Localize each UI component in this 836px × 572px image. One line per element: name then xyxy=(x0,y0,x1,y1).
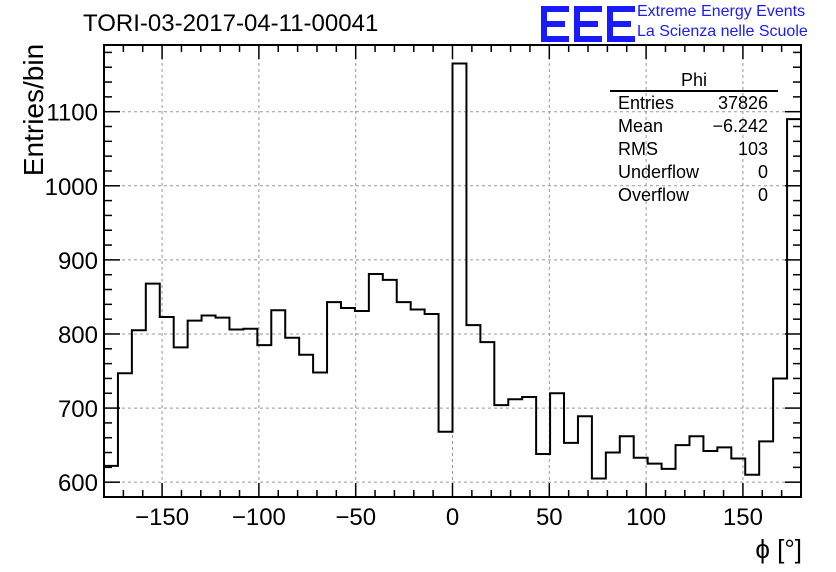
stats-row: Mean −6.242 xyxy=(610,115,778,138)
eee-logo-mark xyxy=(541,6,635,42)
histogram-bin xyxy=(216,318,230,497)
histogram-bin xyxy=(550,393,564,497)
x-tick-label: 100 xyxy=(626,504,666,531)
histogram-bin xyxy=(564,443,578,497)
histogram-bin xyxy=(536,454,550,497)
histogram-bin xyxy=(703,451,717,497)
x-tick-label: −100 xyxy=(232,504,286,531)
logo-line-2: La Scienza nelle Scuole xyxy=(637,23,808,40)
eee-logo xyxy=(541,6,635,42)
histogram-bin xyxy=(717,447,731,497)
histogram-bin xyxy=(118,373,132,497)
histogram-bin xyxy=(425,314,439,497)
histogram-bin xyxy=(313,373,327,497)
y-axis-label: Entries/bin xyxy=(18,43,49,177)
stats-value: −6.242 xyxy=(712,116,768,136)
histogram-bin xyxy=(662,469,676,497)
stats-row: Overflow 0 xyxy=(610,184,778,207)
y-tick-label: 1100 xyxy=(46,100,98,127)
x-tick-label: −150 xyxy=(135,504,189,531)
stats-row: Entries 37826 xyxy=(610,92,778,115)
histogram-bin xyxy=(383,280,397,497)
x-tick-label: 0 xyxy=(446,504,459,531)
stats-row: Underflow 0 xyxy=(610,161,778,184)
histogram-bin xyxy=(299,355,313,497)
histogram-bin xyxy=(453,64,467,497)
x-axis-label: ϕ [°] xyxy=(755,534,802,564)
histogram-bin xyxy=(494,405,508,497)
x-tick-label: 150 xyxy=(723,504,763,531)
histogram-bin xyxy=(592,478,606,497)
histogram-outline xyxy=(103,62,802,497)
histogram-bin xyxy=(689,436,703,497)
tick-labels: −150 −100 −50 0 50 100 150 600 700 800 900 1000 1100 xyxy=(45,100,763,531)
x-tick-label: −50 xyxy=(335,504,376,531)
stats-value: 37826 xyxy=(717,93,768,113)
stats-label: RMS xyxy=(618,139,658,159)
histogram-bin xyxy=(257,345,271,497)
histogram-bin xyxy=(773,378,787,497)
histogram-bin xyxy=(648,464,662,497)
y-tick-label: 600 xyxy=(58,470,98,497)
stats-row: RMS 103 xyxy=(610,138,778,161)
y-tick-label: 1000 xyxy=(45,174,98,201)
histogram-bin xyxy=(271,310,285,497)
histogram-bin xyxy=(411,310,425,497)
stats-label: Mean xyxy=(618,116,664,136)
stats-box: Phi Entries 37826 Mean −6.242 RMS 103 Un… xyxy=(610,70,778,207)
histogram-bin xyxy=(480,342,494,497)
histogram-bin xyxy=(202,315,216,497)
histogram-bin xyxy=(160,317,174,497)
histogram-bin xyxy=(174,347,188,497)
stats-value: 103 xyxy=(737,139,768,159)
chart-title: TORI-03-2017-04-11-00041 xyxy=(83,10,379,37)
stats-label: Entries xyxy=(618,93,675,113)
stats-value: 0 xyxy=(757,185,768,205)
logo-line-1: Extreme Energy Events xyxy=(637,3,806,20)
stats-label: Underflow xyxy=(618,162,700,182)
histogram-bin xyxy=(522,397,536,497)
histogram-bin xyxy=(327,302,341,497)
histogram-bin xyxy=(466,325,480,497)
histogram-bin xyxy=(243,329,257,497)
histogram-bin xyxy=(397,302,411,497)
histogram-bin xyxy=(132,330,146,497)
histogram-bin xyxy=(229,330,243,497)
stats-value: 0 xyxy=(757,162,768,182)
histogram-bin xyxy=(341,308,355,497)
y-tick-label: 900 xyxy=(58,248,98,275)
histogram-bin xyxy=(759,441,773,497)
stats-title: Phi xyxy=(610,70,778,92)
histogram-bin xyxy=(620,436,634,497)
stats-label: Overflow xyxy=(618,185,690,205)
y-tick-label: 700 xyxy=(58,396,98,423)
histogram-bin xyxy=(355,311,369,497)
x-tick-label: 50 xyxy=(536,504,563,531)
histogram-bin xyxy=(676,445,690,497)
histogram-bin xyxy=(146,284,160,497)
axis-ticks xyxy=(103,45,802,497)
histogram-bin xyxy=(369,274,383,497)
histogram-bin xyxy=(787,119,801,497)
histogram-bin xyxy=(745,475,759,497)
histogram-bin xyxy=(439,432,453,497)
histogram-bin xyxy=(508,399,522,497)
histogram-bin xyxy=(188,321,202,497)
y-tick-label: 800 xyxy=(58,322,98,349)
histogram-bin xyxy=(285,338,299,497)
histogram-bin xyxy=(578,416,592,497)
